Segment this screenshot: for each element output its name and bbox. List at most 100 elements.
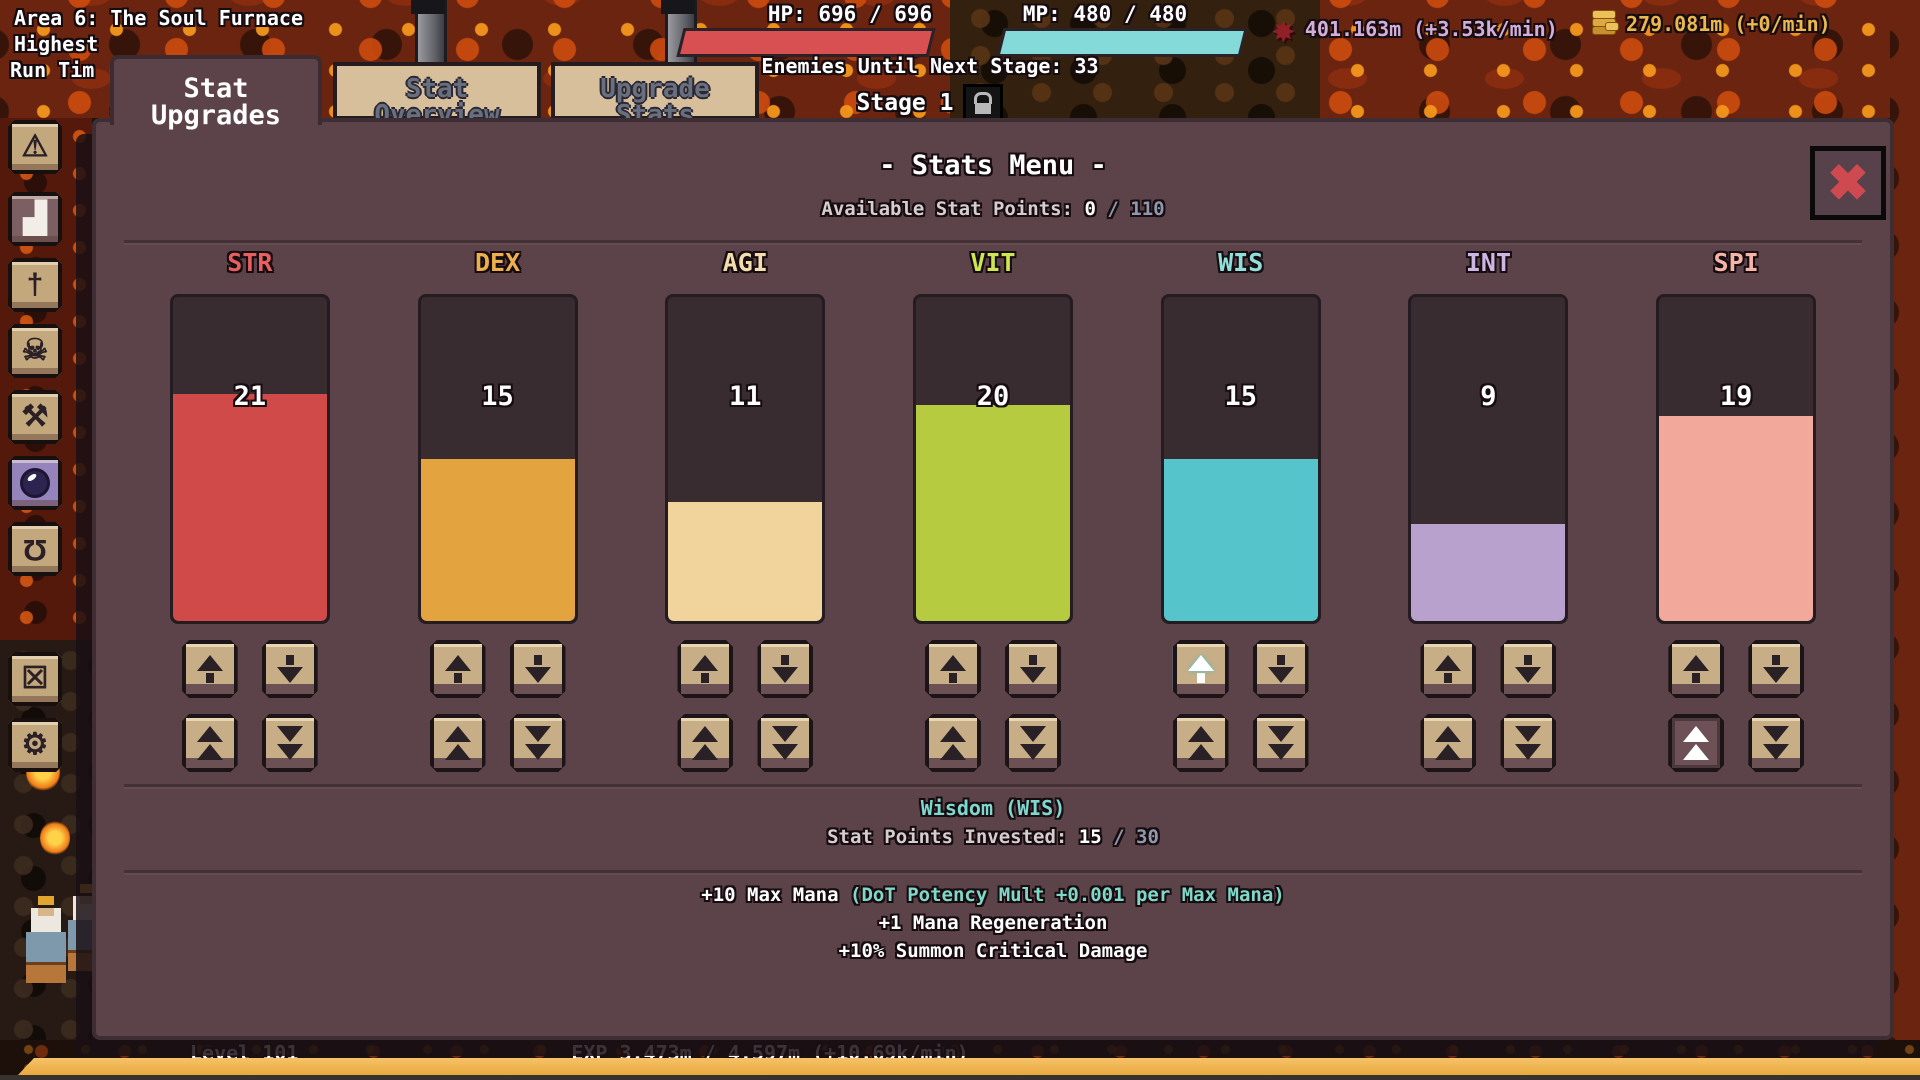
up-arrow-icon [1435,655,1461,683]
sidebar-area-button[interactable]: ▟ [8,192,62,246]
decrease-stat-button[interactable] [510,640,566,698]
sidebar-alerts-button[interactable]: ⚠ [8,120,62,174]
decrease-stat-max-button[interactable] [1005,714,1061,772]
increase-stat-max-button[interactable] [182,714,238,772]
double-up-arrow-icon [445,726,471,760]
increase-stat-max-button[interactable] [925,714,981,772]
sidebar-settings-button[interactable]: ⚙ [8,718,62,772]
increase-stat-button[interactable] [1173,640,1229,698]
increase-stat-button[interactable] [677,640,733,698]
run-time-label: Run Tim [10,58,95,82]
souls-icon: ✸ [1272,7,1295,51]
decrease-stat-max-button[interactable] [757,714,813,772]
available-points-max: / 110 [1107,198,1165,220]
decrease-stat-button[interactable] [757,640,813,698]
down-arrow-icon [277,655,303,683]
enemies-until-next-stage-label: Enemies Until Next Stage: 33 [761,54,1099,78]
decrease-stat-max-button[interactable] [1500,714,1556,772]
crystal-orb-icon [20,468,50,498]
decrease-stat-button[interactable] [1500,640,1556,698]
rock-background [950,0,1320,118]
up-arrow-icon [940,655,966,683]
down-arrow-icon [1020,655,1046,683]
decrease-stat-max-button[interactable] [510,714,566,772]
increase-stat-max-button[interactable] [1173,714,1229,772]
stage-label: Stage 1 [856,89,954,116]
stat-header: STR [227,248,273,277]
tab-upgrade-stats[interactable]: Upgrade Stats [551,62,759,128]
down-arrow-icon [1515,655,1541,683]
sidebar-stats-orb-button[interactable] [8,456,62,510]
sidebar-crafting-button[interactable]: ⚒ [8,390,62,444]
invested-label: Stat Points Invested: [827,826,1068,848]
decrease-stat-max-button[interactable] [262,714,318,772]
tab-stat-overview[interactable]: Stat Overview [333,62,541,128]
selected-stat-name: Wisdom (WIS) [920,796,1066,820]
double-down-arrow-icon [1268,726,1294,760]
stage-lock-icon [963,84,1004,122]
sidebar-achievements-button[interactable]: Ω [8,522,62,576]
stat-value: 20 [976,381,1010,412]
up-arrow-icon [1188,655,1214,683]
increase-stat-button[interactable] [1668,640,1724,698]
sidebar-enemies-button[interactable]: ☠ [8,324,62,378]
decrease-stat-button[interactable] [1748,640,1804,698]
souls-value: 401.163m (+3.53k/min) [1304,17,1558,41]
hp-bar [676,28,936,57]
double-down-arrow-icon [1020,726,1046,760]
available-points-value: 0 [1084,198,1096,220]
increase-stat-max-button[interactable] [1420,714,1476,772]
stat-header: INT [1465,248,1511,277]
mp-label: MP: 480 / 480 [1022,2,1188,26]
decrease-stat-button[interactable] [1253,640,1309,698]
settings-icon: ⚙ [21,728,49,761]
increase-stat-max-button[interactable] [430,714,486,772]
bonus-line-2: +1 Mana Regeneration [878,912,1108,934]
stats-menu-panel: - Stats Menu - Available Stat Points: 0 … [92,118,1894,1040]
stat-bar-fill [420,459,575,621]
stat-bar-fill [172,394,327,621]
increase-stat-button[interactable] [925,640,981,698]
double-up-arrow-icon [940,726,966,760]
available-stat-points: Available Stat Points: 0 / 110 [96,200,1890,219]
bottom-hud: Level 101 EXP 3.473m / 4.597m (+10.69k/m… [0,1040,1920,1080]
increase-stat-max-button[interactable] [677,714,733,772]
decrease-stat-button[interactable] [262,640,318,698]
decrease-stat-button[interactable] [1005,640,1061,698]
double-up-arrow-icon [197,726,223,760]
bonus-line-3: +10% Summon Critical Damage [838,940,1148,962]
stat-header: VIT [970,248,1016,277]
stat-bar: 11 [665,294,826,624]
double-up-arrow-icon [1683,726,1709,760]
increase-stat-button[interactable] [1420,640,1476,698]
screen-bottom-edge [0,1075,1920,1080]
increase-stat-button[interactable] [182,640,238,698]
sidebar-map-button[interactable]: ☒ [8,652,62,706]
stat-header: DEX [474,248,521,277]
tab-stat-upgrades[interactable]: Stat Upgrades [110,55,322,129]
decrease-stat-max-button[interactable] [1253,714,1309,772]
mp-bar-fill [1000,31,1244,54]
increase-stat-max-button[interactable] [1668,714,1724,772]
sidebar-combat-button[interactable]: † [8,258,62,312]
close-button[interactable]: ✖ [1810,146,1886,220]
decrease-stat-max-button[interactable] [1748,714,1804,772]
up-arrow-icon [692,655,718,683]
stat-value: 21 [233,381,267,412]
double-down-arrow-icon [1515,726,1541,760]
gold-coins-icon [1592,10,1619,38]
stat-column-wis: WIS 15 [1117,250,1365,772]
increase-stat-button[interactable] [430,640,486,698]
enemies-icon: ☠ [21,334,49,367]
stat-column-int: INT 9 [1365,250,1613,772]
lava-background-right [1890,0,1920,1080]
stat-bar: 21 [169,294,330,624]
separator [124,240,1862,243]
stat-value: 11 [729,381,762,412]
separator [124,870,1862,873]
stat-value: 19 [1719,381,1753,412]
stat-header: AGI [722,248,768,277]
stat-bar-fill [1659,415,1814,621]
stat-bar: 20 [912,294,1073,624]
